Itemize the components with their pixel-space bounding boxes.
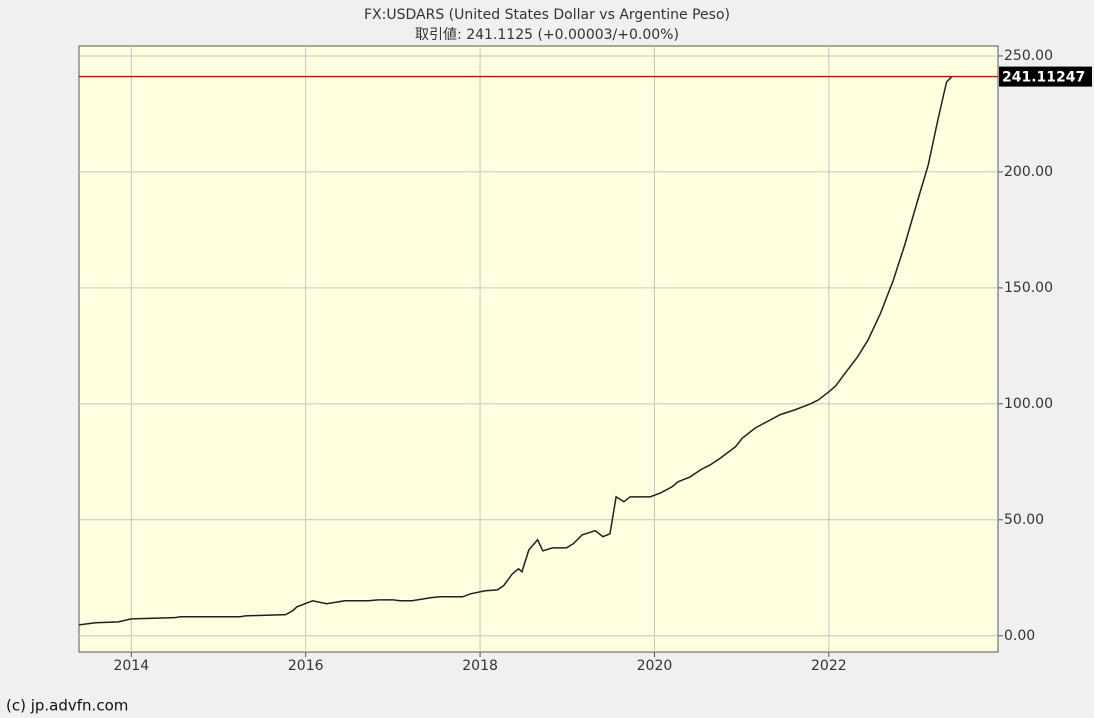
plot-area [78, 45, 999, 653]
y-tick-label: 100.00 [1004, 396, 1053, 412]
last-price-label: 241.11247 [1002, 70, 1085, 86]
chart-title: FX:USDARS (United States Dollar vs Argen… [364, 7, 730, 23]
x-tick-label: 2016 [288, 658, 324, 674]
x-tick-label: 2020 [637, 658, 673, 674]
chart-subtitle: 取引値: 241.1125 (+0.00003/+0.00%) [415, 27, 679, 43]
y-tick-label: 200.00 [1004, 164, 1053, 180]
x-tick-label: 2018 [462, 658, 498, 674]
x-tick-label: 2022 [811, 658, 847, 674]
y-tick-label: 50.00 [1004, 512, 1044, 528]
last-price-box [999, 66, 1092, 87]
x-tick-label: 2014 [113, 658, 149, 674]
price-line-series [78, 76, 953, 626]
y-tick-label: 0.00 [1004, 628, 1035, 644]
y-tick-label: 250.00 [1004, 48, 1053, 64]
footer: (c) jp.advfn.com [6, 697, 128, 715]
y-tick-label: 150.00 [1004, 280, 1053, 296]
